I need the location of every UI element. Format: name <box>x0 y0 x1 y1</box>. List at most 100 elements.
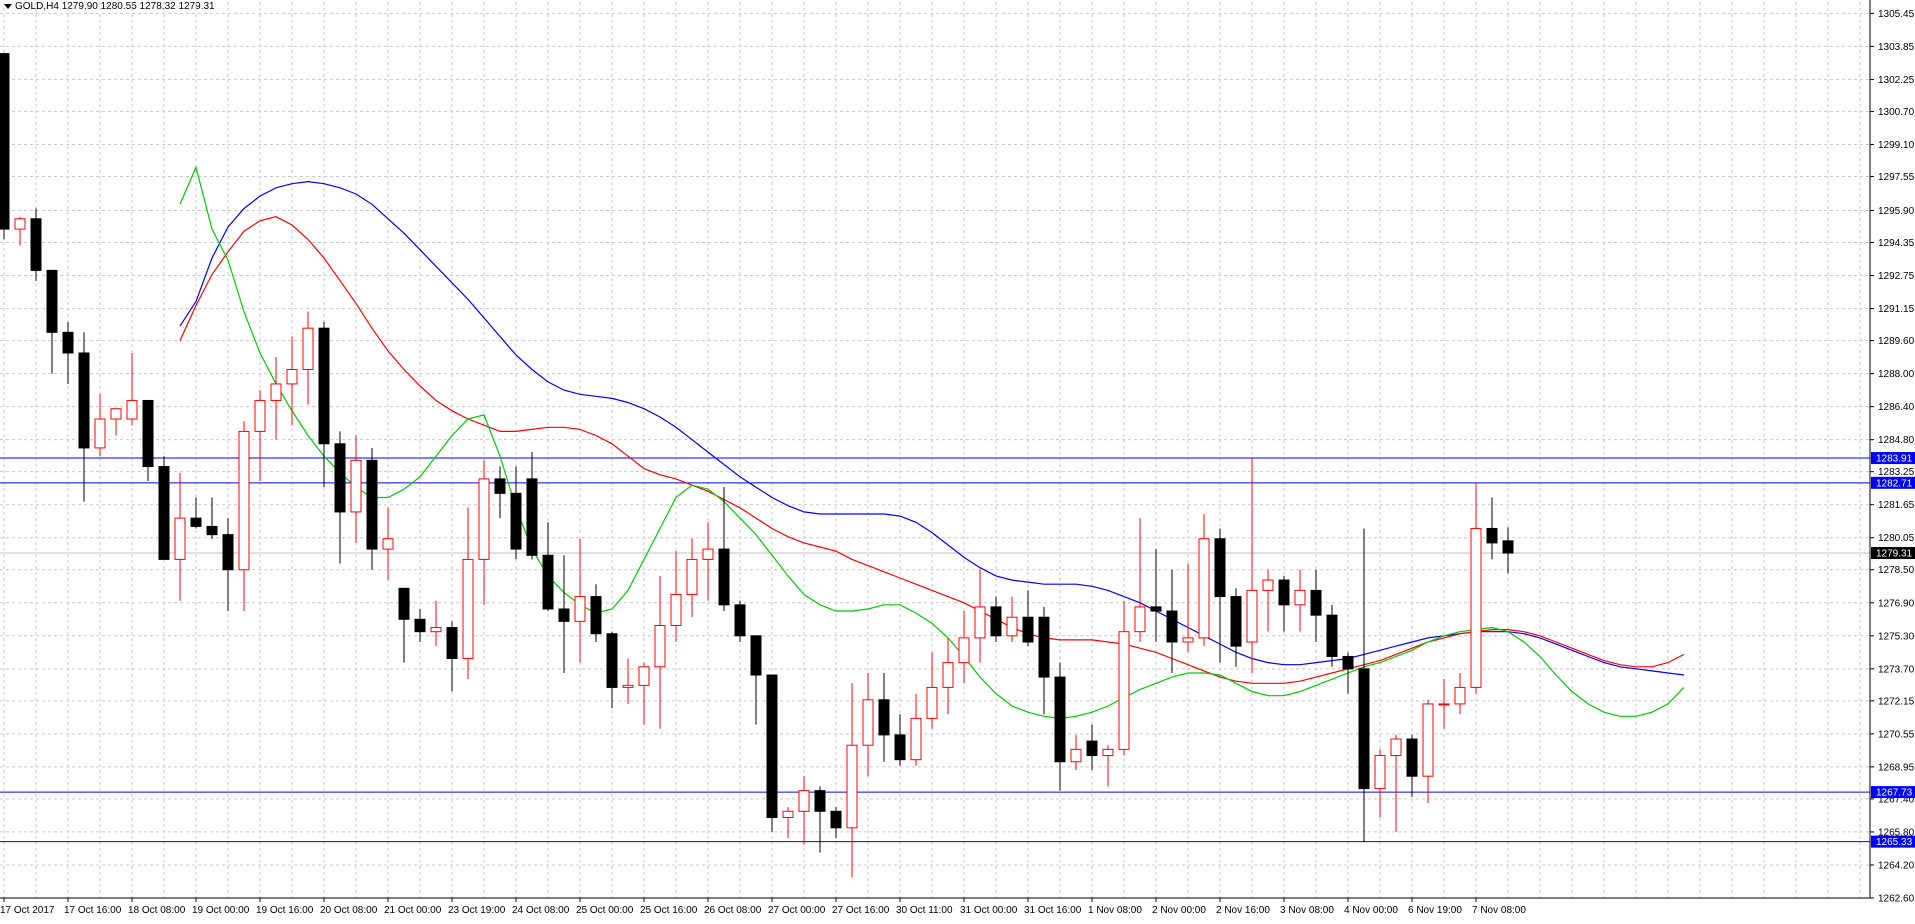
symbol-name: GOLD,H4 <box>15 1 59 12</box>
y-tick-label: 1278.50 <box>1878 565 1915 576</box>
candle-body <box>574 596 586 622</box>
current-price-box <box>1871 547 1915 560</box>
candle-body <box>430 627 442 633</box>
candle-body <box>1438 703 1450 706</box>
y-tick-label: 1288.00 <box>1878 369 1915 380</box>
x-tick-label: 17 Oct 16:00 <box>64 905 122 916</box>
x-tick-label: 25 Oct 16:00 <box>640 905 698 916</box>
candle-body <box>894 734 906 761</box>
candle-body <box>638 666 650 686</box>
grid <box>0 2 1870 899</box>
ohlc-values: 1279.90 1280.55 1278.32 1279.31 <box>61 1 215 12</box>
y-tick-label: 1297.55 <box>1878 172 1915 183</box>
y-tick-label: 1262.60 <box>1878 894 1915 905</box>
candle-body <box>670 594 682 626</box>
candle-body <box>1150 606 1162 612</box>
candle-body <box>1198 538 1210 639</box>
candle-body <box>414 618 426 633</box>
symbol-header: GOLD,H4 1279.90 1280.55 1278.32 1279.31 <box>4 1 215 12</box>
candle-body <box>1118 631 1130 750</box>
candle-body <box>526 478 538 556</box>
level-label: 1283.91 <box>1876 454 1913 465</box>
candle-body <box>702 548 714 560</box>
x-tick-label: 26 Oct 08:00 <box>704 905 762 916</box>
ma-slow-line <box>179 180 1685 676</box>
candle-body <box>286 368 298 385</box>
candle-body <box>1470 527 1482 688</box>
y-tick-label: 1300.70 <box>1878 107 1915 118</box>
candle-body <box>398 587 410 620</box>
candle-body <box>110 408 122 420</box>
current-price-label: 1279.31 <box>1876 549 1913 560</box>
candle-body <box>1358 668 1370 790</box>
y-tick-label: 1273.70 <box>1878 664 1915 675</box>
y-tick-label: 1305.45 <box>1878 9 1915 20</box>
candle-body <box>1406 738 1418 777</box>
level-label: 1265.33 <box>1876 837 1913 848</box>
candle-body <box>1166 610 1178 643</box>
candle-body <box>78 352 90 449</box>
level-label-box <box>1871 835 1915 848</box>
candle-body <box>366 459 378 550</box>
y-tick-label: 1276.90 <box>1878 598 1915 609</box>
candle-body <box>0 53 10 230</box>
horizontal-lines <box>0 457 1870 843</box>
level-label: 1282.71 <box>1876 478 1913 489</box>
candle-body <box>1230 596 1242 647</box>
candle-body <box>94 418 106 449</box>
candle-body <box>1326 614 1338 657</box>
y-tick-label: 1268.95 <box>1878 762 1915 773</box>
y-tick-label: 1283.25 <box>1878 467 1915 478</box>
candle-body <box>254 399 266 432</box>
y-tick-label: 1270.55 <box>1878 729 1915 740</box>
y-tick-label: 1286.40 <box>1878 402 1915 413</box>
candle-body <box>1214 538 1226 598</box>
candle-body <box>446 627 458 660</box>
x-tick-label: 7 Nov 08:00 <box>1472 905 1526 916</box>
candle-body <box>46 269 58 333</box>
candle-body <box>30 218 42 271</box>
candle-body <box>462 558 474 660</box>
candle-body <box>686 558 698 596</box>
candle-body <box>494 478 506 494</box>
y-tick-label: 1303.85 <box>1878 42 1915 53</box>
candle-body <box>830 810 842 829</box>
y-tick-label: 1289.60 <box>1878 336 1915 347</box>
candle-body <box>350 459 362 513</box>
y-tick-label: 1275.30 <box>1878 631 1915 642</box>
x-tick-label: 23 Oct 19:00 <box>448 905 506 916</box>
chevron-down-icon[interactable] <box>4 3 12 9</box>
level-label-box <box>1871 786 1915 799</box>
candle-body <box>270 383 282 401</box>
y-tick-label: 1291.15 <box>1878 304 1915 315</box>
x-tick-label: 21 Oct 00:00 <box>384 905 442 916</box>
candle-body <box>1422 703 1434 777</box>
candle-body <box>798 790 810 812</box>
candle-body <box>1310 589 1322 616</box>
x-tick-label: 19 Oct 16:00 <box>256 905 314 916</box>
candle-body <box>1070 748 1082 763</box>
candle-body <box>750 635 762 676</box>
candle-body <box>382 538 394 550</box>
candle-body <box>14 218 26 230</box>
candle-body <box>974 606 986 639</box>
candle-body <box>1182 637 1194 643</box>
candle-body <box>878 699 890 736</box>
level-label-box <box>1871 476 1915 489</box>
candle-body <box>958 637 970 664</box>
y-tick-label: 1281.65 <box>1878 500 1915 511</box>
y-tick-label: 1292.75 <box>1878 271 1915 282</box>
candle-body <box>158 466 170 560</box>
x-tick-label: 3 Nov 08:00 <box>1280 905 1334 916</box>
y-tick-label: 1264.20 <box>1878 860 1915 871</box>
candle-body <box>126 399 138 420</box>
x-tick-label: 4 Nov 00:00 <box>1344 905 1398 916</box>
candle-body <box>718 548 730 606</box>
candles <box>0 53 1514 878</box>
candle-body <box>814 790 826 812</box>
candle-body <box>222 534 234 571</box>
y-tick-label: 1294.35 <box>1878 238 1915 249</box>
candle-body <box>1102 748 1114 757</box>
candle-body <box>1262 579 1274 591</box>
